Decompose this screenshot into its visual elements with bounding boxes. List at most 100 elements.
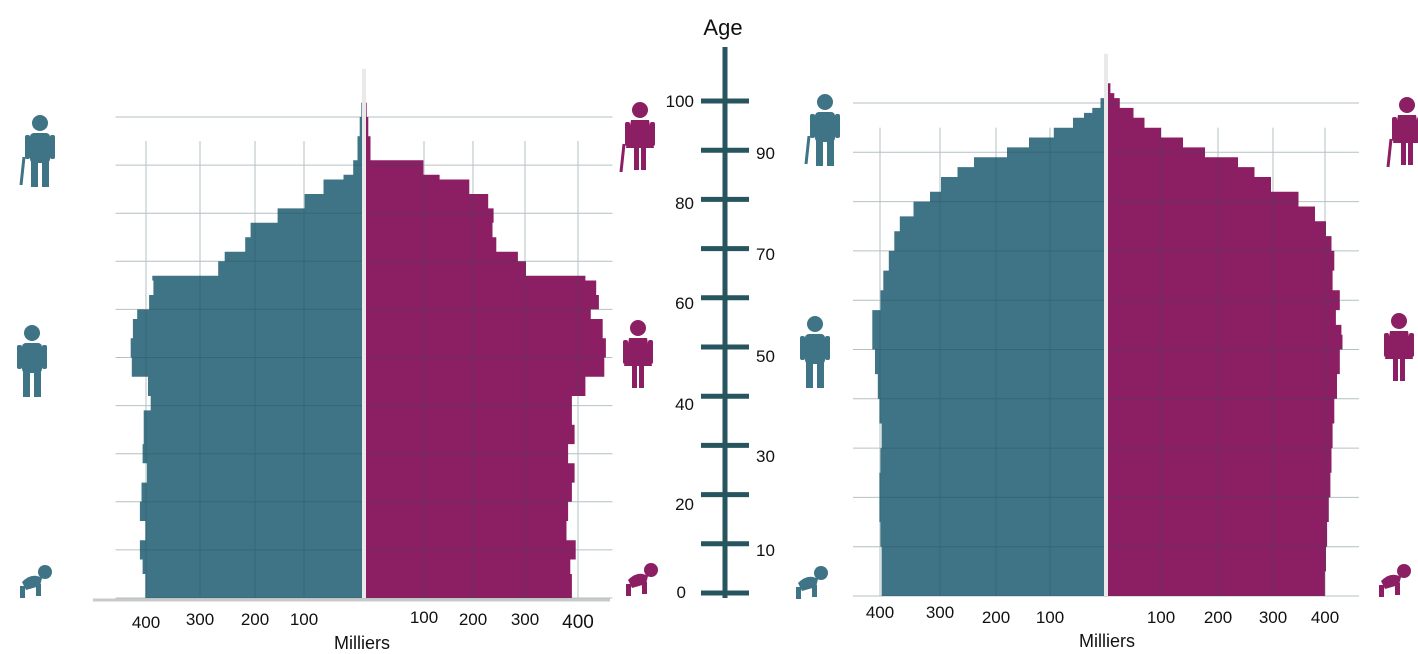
right-female-bar: [1106, 448, 1332, 473]
right-male-tick-400: 400: [866, 603, 894, 622]
right-female-bar: [1106, 271, 1333, 291]
right-male-bar: [883, 271, 1106, 291]
right-female-bar: [1106, 310, 1336, 325]
left-male-bar: [132, 358, 364, 377]
left-male-bar: [140, 502, 364, 521]
left-male-bar: [144, 425, 364, 444]
right-female-bar: [1106, 423, 1333, 448]
right-male-bar: [974, 157, 1106, 167]
age-tick-80: 80: [675, 194, 694, 213]
right-female-bar: [1106, 118, 1145, 128]
left-female-bar: [364, 252, 518, 262]
right-female-bars: [1106, 83, 1343, 597]
woman-icon: [623, 320, 653, 388]
age-tick-60: 60: [675, 294, 694, 313]
left-male-bar: [151, 396, 364, 410]
right-female-bar: [1106, 522, 1327, 547]
right-female-tick-100: 100: [1147, 608, 1175, 627]
left-female-bar: [364, 175, 440, 180]
left-male-bars: [130, 78, 364, 598]
right-female-bar: [1106, 221, 1326, 236]
left-female-bar: [364, 463, 575, 482]
right-female-bar: [1106, 138, 1183, 148]
right-female-tick-400: 400: [1311, 608, 1339, 627]
right-male-bar: [941, 177, 1106, 192]
right-male-bar: [882, 423, 1106, 448]
age-axis: Age 100 80 60 40 20 0 90 70 50 30 10: [666, 15, 775, 602]
right-female-bar: [1106, 108, 1134, 118]
left-male-bar: [225, 252, 364, 262]
baby-icon: [796, 566, 828, 599]
right-male-tick-100: 100: [1036, 608, 1064, 627]
left-female-bar: [364, 338, 606, 357]
woman-icon: [1384, 313, 1414, 381]
right-female-bar: [1106, 251, 1334, 271]
age-tick-20: 20: [675, 495, 694, 514]
right-male-bar: [882, 571, 1106, 596]
right-female-bar: [1106, 167, 1255, 177]
left-male-bar: [143, 560, 364, 574]
right-male-bar: [1054, 128, 1106, 138]
age-axis-title: Age: [703, 15, 742, 40]
right-male-bar: [879, 473, 1106, 498]
left-female-bar: [364, 410, 572, 424]
left-female-bar: [364, 261, 526, 275]
person-icons: [17, 94, 1418, 599]
right-female-bar: [1106, 128, 1161, 138]
left-female-tick-200: 200: [459, 610, 487, 629]
left-female-tick-400: 400: [562, 612, 594, 633]
right-male-bar: [875, 350, 1106, 375]
right-male-bar: [882, 547, 1106, 572]
left-male-bar: [324, 180, 365, 194]
pyramids-layer: [93, 53, 1359, 602]
left-male-tick-400: 400: [132, 613, 160, 632]
man-icon: [17, 325, 47, 397]
right-male-bar: [879, 497, 1106, 522]
right-male-tick-300: 300: [926, 603, 954, 622]
left-female-bar: [364, 574, 572, 598]
age-tick-90: 90: [756, 144, 775, 163]
right-male-bar: [1084, 113, 1106, 118]
left-female-bar: [364, 560, 570, 574]
right-male-bar: [930, 192, 1106, 202]
baby-icon: [626, 563, 658, 596]
left-male-bar: [305, 194, 364, 208]
right-female-bar: [1106, 325, 1341, 335]
left-female-bar: [364, 377, 585, 396]
left-male-bar: [137, 309, 364, 319]
left-female-bar: [364, 237, 496, 251]
left-female-bars: [364, 93, 606, 598]
left-male-bar: [152, 276, 364, 281]
right-male-bar: [881, 448, 1107, 473]
right-male-bar: [900, 216, 1106, 231]
man-icon: [800, 316, 830, 388]
right-female-bar: [1106, 207, 1315, 222]
right-male-bar: [1073, 118, 1106, 128]
elderly-woman-icon: [1386, 97, 1418, 168]
right-female-bar: [1106, 571, 1325, 596]
left-x-axis: 400 300 200 100 100 200 300 400 Milliers: [132, 608, 594, 653]
left-female-bar: [364, 208, 494, 222]
left-male-bar: [148, 377, 364, 396]
left-female-bar: [364, 295, 599, 309]
age-tick-70: 70: [756, 245, 775, 264]
left-female-bar: [364, 319, 603, 338]
right-female-bar: [1106, 374, 1337, 399]
right-female-bar: [1106, 236, 1332, 251]
age-tick-50: 50: [756, 347, 775, 366]
right-female-tick-200: 200: [1204, 608, 1232, 627]
left-female-bar: [364, 396, 572, 410]
left-male-bar: [343, 175, 364, 180]
right-female-bar: [1106, 335, 1343, 350]
right-male-bar: [914, 202, 1107, 217]
left-female-bar: [364, 425, 575, 444]
left-male-tick-300: 300: [186, 610, 214, 629]
right-female-bar: [1106, 547, 1326, 572]
right-male-bar: [889, 251, 1106, 271]
right-female-bar: [1106, 177, 1271, 192]
left-male-bar: [251, 223, 364, 237]
right-male-bar: [1092, 108, 1106, 113]
left-male-bar: [218, 261, 364, 275]
left-female-bar: [364, 160, 423, 174]
left-female-bar: [364, 194, 488, 208]
